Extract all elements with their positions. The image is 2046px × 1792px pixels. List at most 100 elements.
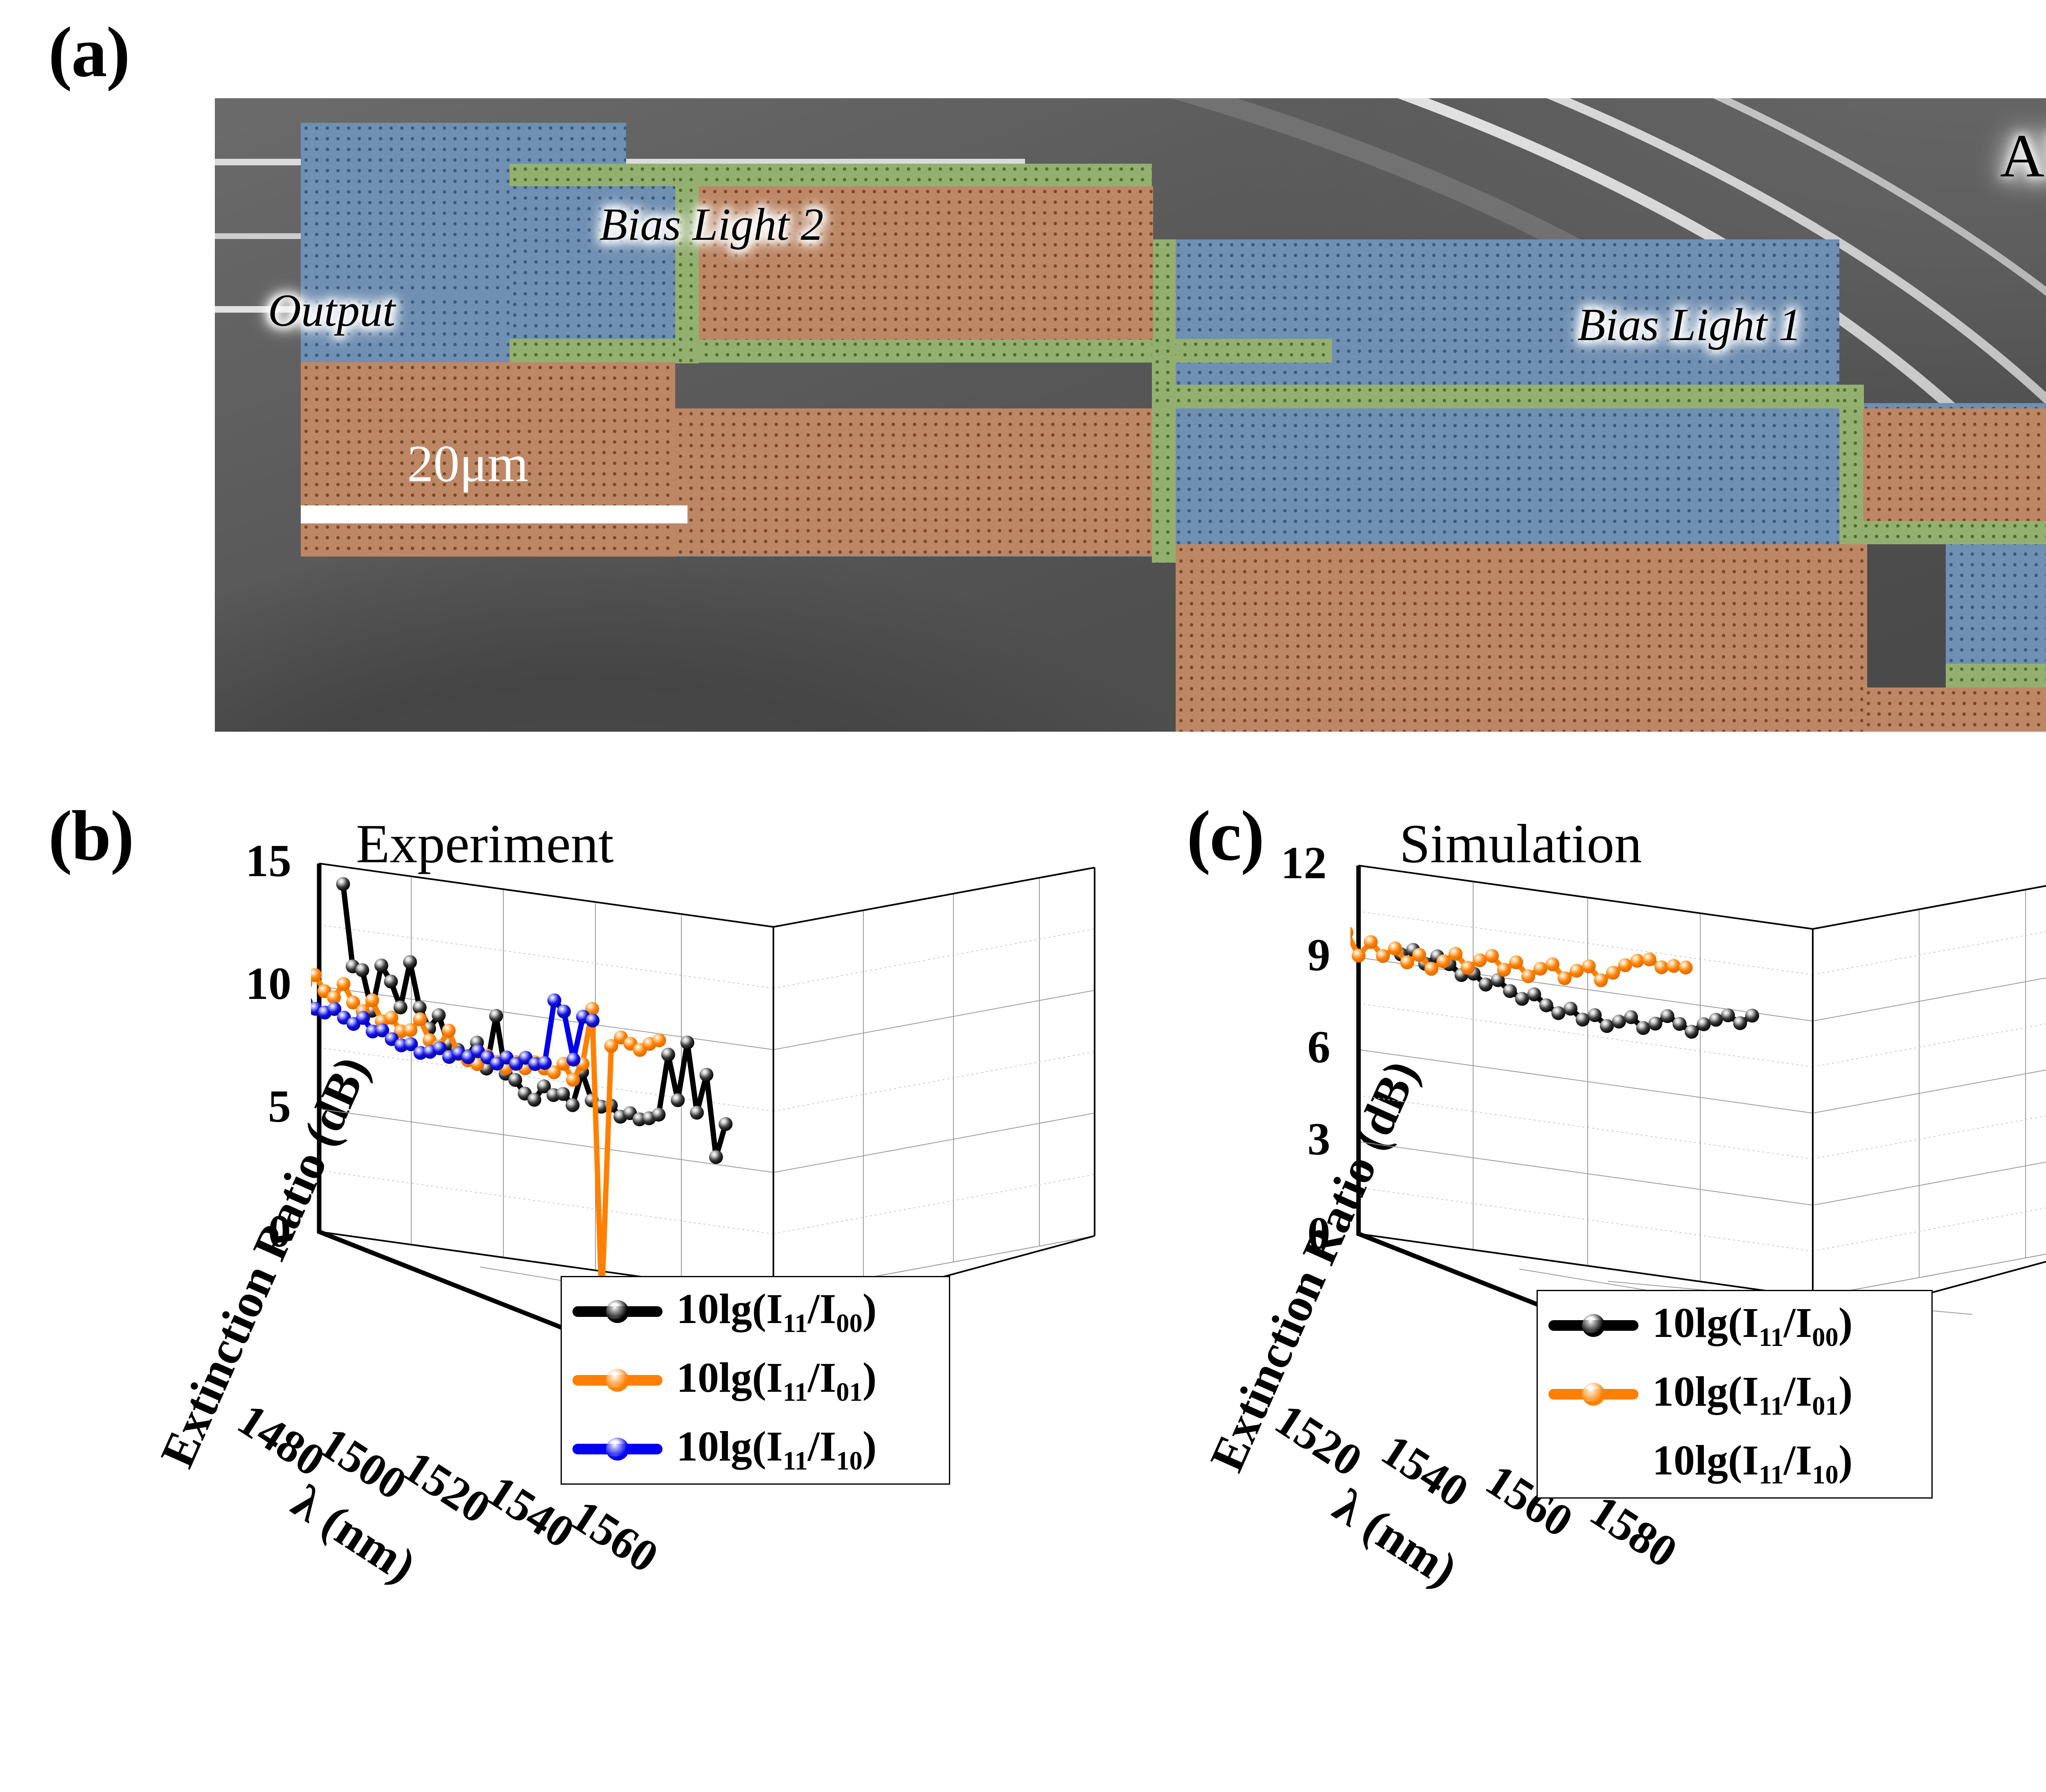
legend-label-i11-i00: 10lg(I11/I00) <box>676 1285 877 1338</box>
series-marker <box>1636 1021 1650 1035</box>
series-marker <box>1533 962 1548 976</box>
series-marker <box>356 1011 370 1025</box>
series-marker <box>1485 949 1499 963</box>
series-marker <box>566 1073 580 1087</box>
panel-c-ztick-3: 3 <box>1307 1114 1330 1165</box>
series-marker <box>1733 1016 1747 1030</box>
series-marker <box>652 1033 666 1048</box>
legend-row: 10lg(I11/I10) <box>1538 1429 1931 1497</box>
overlay-region-green-5 <box>1152 385 1864 408</box>
series-marker <box>336 977 351 991</box>
series-marker <box>1666 959 1681 973</box>
legend-label-i11-i01: 10lg(I11/I01) <box>676 1354 877 1407</box>
panel-letter-b: (b) <box>48 796 134 875</box>
series-marker <box>1424 962 1438 976</box>
series-marker <box>412 1001 427 1015</box>
label-output: Output <box>268 285 396 336</box>
series-marker <box>1491 973 1505 987</box>
overlay-region-green-7 <box>1839 521 2046 544</box>
series-marker <box>566 1053 581 1067</box>
series-marker <box>1600 1019 1614 1033</box>
series-marker <box>1745 1008 1759 1023</box>
series-marker <box>489 1009 503 1023</box>
overlay-region-brown-6 <box>1863 687 2046 732</box>
series-marker <box>1503 984 1517 998</box>
series-marker <box>699 1068 714 1082</box>
series-marker <box>1672 1017 1687 1031</box>
series-marker <box>538 1056 552 1070</box>
panel-b-xaxis-label: λ (nm) <box>283 1474 426 1593</box>
series-marker <box>384 1010 399 1025</box>
series-marker <box>1594 973 1608 987</box>
panel-b-ztick-5: 5 <box>268 1081 291 1132</box>
series-marker <box>1460 960 1475 975</box>
scalebar <box>301 505 687 523</box>
series-marker <box>1612 1014 1626 1029</box>
legend-row: 10lg(I11/I01) <box>1538 1360 1931 1429</box>
panel-letter-a: (a) <box>48 12 130 92</box>
series-marker <box>1709 1012 1723 1027</box>
series-marker <box>1352 949 1366 963</box>
overlay-region-green-2 <box>509 339 1332 363</box>
series-marker <box>1478 977 1493 992</box>
overlay-region-brown-7 <box>1176 544 1867 557</box>
series-marker <box>1400 955 1414 969</box>
series-marker <box>1660 1009 1674 1023</box>
panel-b-ztick-15: 15 <box>246 836 291 886</box>
legend-label-i11-i10: 10lg(I11/I10) <box>676 1423 877 1475</box>
series-marker <box>1685 1025 1699 1039</box>
series-marker <box>375 1023 390 1037</box>
legend-row: 10lg(I11/I01) <box>562 1346 949 1415</box>
series-line <box>340 881 728 1160</box>
series-marker <box>719 1117 733 1131</box>
series-marker <box>527 1093 541 1107</box>
series-marker <box>374 958 388 973</box>
overlay-region-brown-3 <box>675 408 1152 556</box>
panel-b-ztick-0: 0 <box>268 1206 291 1257</box>
series-marker <box>1697 1017 1711 1031</box>
series-marker <box>1618 958 1632 972</box>
legend-label-i11-i01: 10lg(I11/I01) <box>1652 1368 1853 1420</box>
series-marker <box>537 1079 551 1093</box>
panel-c-ztick-9: 9 <box>1307 930 1330 981</box>
series-marker <box>709 1150 723 1164</box>
series-marker <box>336 877 350 891</box>
series-marker <box>327 990 341 1005</box>
panel-b-title: Experiment <box>356 814 614 875</box>
panel-letter-c: (c) <box>1187 796 1264 875</box>
series-marker <box>1497 962 1511 977</box>
series-marker <box>1449 947 1463 961</box>
series-marker <box>1654 960 1669 974</box>
series-marker <box>1648 1017 1663 1031</box>
series-marker <box>1564 1001 1577 1016</box>
series-marker <box>1606 966 1620 980</box>
panel-b-xtick-1560: 1560 <box>562 1490 667 1583</box>
series-marker <box>327 1002 342 1016</box>
series-marker <box>432 1008 446 1022</box>
series-marker <box>393 1000 408 1014</box>
overlay-region-green-8 <box>1946 664 2046 687</box>
series-marker <box>1575 1012 1590 1027</box>
series-marker <box>1679 960 1693 975</box>
scalebar-label: 20μm <box>407 435 529 493</box>
series-marker <box>1473 953 1487 967</box>
series-marker <box>1588 1008 1602 1022</box>
legend-row: 10lg(I11/I00) <box>562 1277 949 1346</box>
overlay-region-brown-4 <box>1176 556 1867 732</box>
series-marker <box>442 1023 456 1038</box>
panel-c-ztick-0: 0 <box>1307 1208 1330 1259</box>
overlay-region-brown-1 <box>699 186 1153 340</box>
series-marker <box>651 1107 666 1122</box>
series-marker <box>1570 964 1584 978</box>
label-bias-light-1: Bias Light 1 <box>1577 300 1802 350</box>
series-marker <box>1557 971 1572 985</box>
series-marker <box>1388 941 1402 956</box>
series-marker <box>690 1105 704 1120</box>
series-marker <box>433 1041 447 1055</box>
series-marker <box>566 1098 580 1112</box>
series-marker <box>1509 955 1523 969</box>
series-marker <box>604 1039 618 1053</box>
series-marker <box>1551 1006 1566 1020</box>
series-marker <box>1642 952 1656 967</box>
series-marker <box>1582 959 1596 974</box>
